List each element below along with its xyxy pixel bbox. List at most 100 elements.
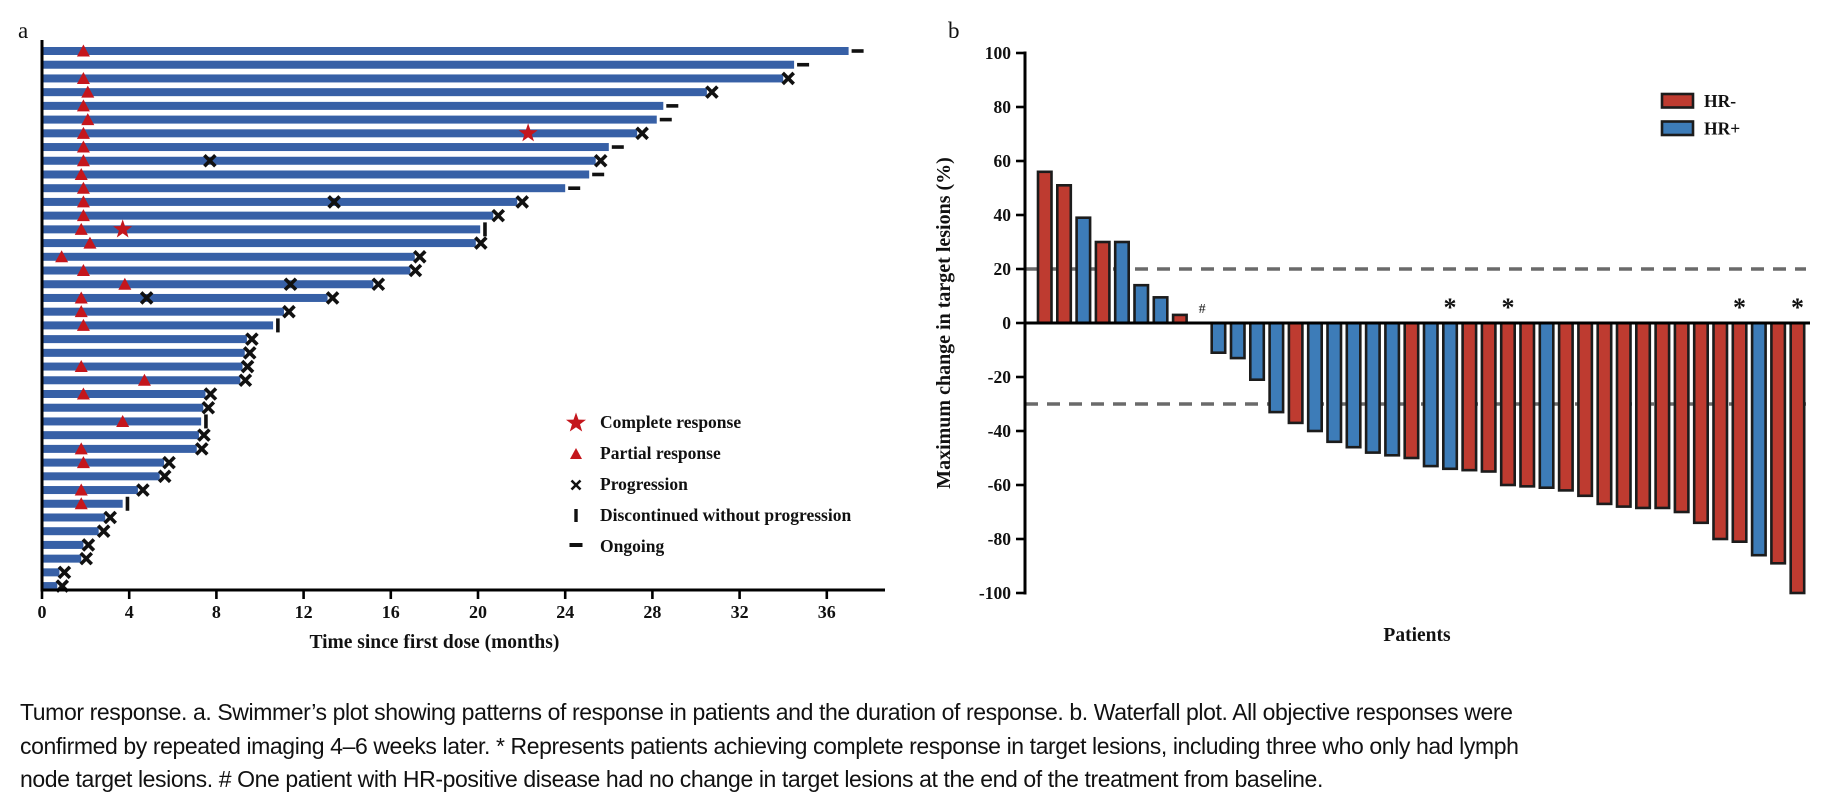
y-tick-label: -20 xyxy=(988,367,1012,387)
y-tick-label: -60 xyxy=(988,475,1012,495)
discontinued-bar-icon xyxy=(574,509,578,522)
partial-response-triangle-icon xyxy=(137,373,151,386)
waterfall-bar xyxy=(1364,321,1381,454)
partial-response-triangle-icon xyxy=(76,264,90,277)
legend-swatch xyxy=(1660,120,1695,137)
partial-response-triangle-icon xyxy=(74,483,88,496)
x-axis-title: Time since first dose (months) xyxy=(309,632,559,653)
progression-x-icon xyxy=(413,250,427,264)
progression-x-icon xyxy=(491,208,506,223)
swimmer-bar xyxy=(42,88,707,97)
waterfall-bar xyxy=(1248,321,1266,382)
waterfall-bar xyxy=(1519,321,1536,488)
waterfall-bar xyxy=(1499,321,1517,487)
y-tick-label: 0 xyxy=(1002,313,1011,333)
waterfall-bar xyxy=(1306,321,1324,433)
progression-x-icon xyxy=(705,85,719,99)
swimmer-bar xyxy=(42,348,245,357)
waterfall-bar xyxy=(1056,184,1073,325)
progression-x-icon xyxy=(242,346,257,360)
star-annotation: * xyxy=(1444,293,1457,322)
swimmer-bar xyxy=(42,143,609,152)
progression-x-icon xyxy=(283,277,298,292)
swimmer-plot: a 0 4 8 12 16 20 24 28 32 36 Time since first dose … xyxy=(18,18,885,653)
caption-line: Tumor response. a. Swimmer’s plot showin… xyxy=(20,699,1513,725)
swimmer-bar xyxy=(42,170,590,179)
progression-x-icon xyxy=(136,483,150,497)
waterfall-bar xyxy=(1634,321,1652,510)
waterfall-bar xyxy=(1596,321,1613,506)
partial-response-triangle-icon xyxy=(76,318,90,331)
waterfall-bar xyxy=(1750,321,1767,557)
partial-response-triangle-icon xyxy=(74,442,88,455)
x-tick-label: 0 xyxy=(38,602,47,622)
progression-x-icon xyxy=(203,153,217,168)
star-annotation: * xyxy=(1733,293,1746,322)
ongoing-dash-icon xyxy=(797,62,810,67)
waterfall-bar xyxy=(1133,283,1150,325)
partial-response-triangle-icon xyxy=(55,250,69,263)
partial-response-triangle-icon xyxy=(570,448,582,459)
waterfall-bar xyxy=(1229,321,1246,360)
partial-response-triangle-icon xyxy=(74,222,88,235)
swimmer-bar xyxy=(42,582,58,591)
swimmer-bar xyxy=(42,239,476,248)
discontinued-bar-icon xyxy=(125,496,130,511)
progression-x-icon xyxy=(325,291,340,305)
partial-response-triangle-icon xyxy=(76,99,90,112)
ongoing-dash-icon xyxy=(851,49,864,53)
waterfall-bar xyxy=(1403,321,1420,460)
waterfall-bar xyxy=(1422,321,1439,468)
partial-response-triangle-icon xyxy=(116,414,130,427)
swimmer-bar xyxy=(42,156,596,165)
y-tick-label: 80 xyxy=(994,97,1012,117)
waterfall-bar xyxy=(1731,321,1748,543)
x-tick-label: 36 xyxy=(818,602,836,622)
progression-x-icon xyxy=(474,236,488,250)
waterfall-bar xyxy=(1210,321,1227,355)
x-tick-label: 24 xyxy=(556,602,574,622)
caption-line: node target lesions. # One patient with … xyxy=(20,766,1323,792)
partial-response-triangle-icon xyxy=(81,113,95,126)
waterfall-bar xyxy=(1326,321,1343,444)
waterfall-bar xyxy=(1615,321,1632,508)
partial-response-triangle-icon xyxy=(74,497,88,510)
swimmer-bar xyxy=(42,47,849,55)
waterfall-bar xyxy=(1094,240,1111,325)
progression-x-icon xyxy=(327,195,341,209)
star-annotation: * xyxy=(1501,293,1514,322)
waterfall-bar xyxy=(1461,321,1478,472)
waterfall-bar xyxy=(1712,321,1729,541)
panel-b-label: b xyxy=(948,18,960,43)
swimmer-bar xyxy=(42,431,199,440)
partial-response-triangle-icon xyxy=(76,71,90,84)
x-tick-label: 4 xyxy=(125,602,134,622)
waterfall-bar xyxy=(1075,216,1092,325)
progression-x-icon xyxy=(203,387,218,401)
partial-response-triangle-icon xyxy=(76,209,90,222)
waterfall-bar xyxy=(1577,321,1594,498)
swimmer-bar xyxy=(42,486,138,495)
y-tick-label: -40 xyxy=(988,421,1012,441)
partial-response-triangle-icon xyxy=(76,126,90,139)
complete-response-star-icon xyxy=(518,123,538,142)
waterfall-bar xyxy=(1268,321,1285,414)
progression-x-icon xyxy=(197,428,211,442)
swimmer-bar xyxy=(42,225,481,234)
progression-x-icon xyxy=(157,469,172,484)
progression-x-icon xyxy=(781,71,795,86)
y-tick-label: 40 xyxy=(994,205,1012,225)
swimmer-bar xyxy=(42,362,243,371)
progression-x-icon xyxy=(162,455,176,470)
progression-x-icon xyxy=(139,291,154,305)
progression-x-icon xyxy=(570,479,582,491)
partial-response-triangle-icon xyxy=(74,360,88,373)
progression-x-icon xyxy=(238,373,253,388)
ongoing-dash-icon xyxy=(568,186,581,190)
discontinued-bar-icon xyxy=(276,318,280,333)
y-tick-label: 60 xyxy=(994,151,1012,171)
progression-x-icon xyxy=(282,304,296,319)
swimmer-bar xyxy=(42,321,274,330)
ongoing-dash-icon xyxy=(659,117,672,122)
waterfall-bar xyxy=(1557,321,1574,492)
